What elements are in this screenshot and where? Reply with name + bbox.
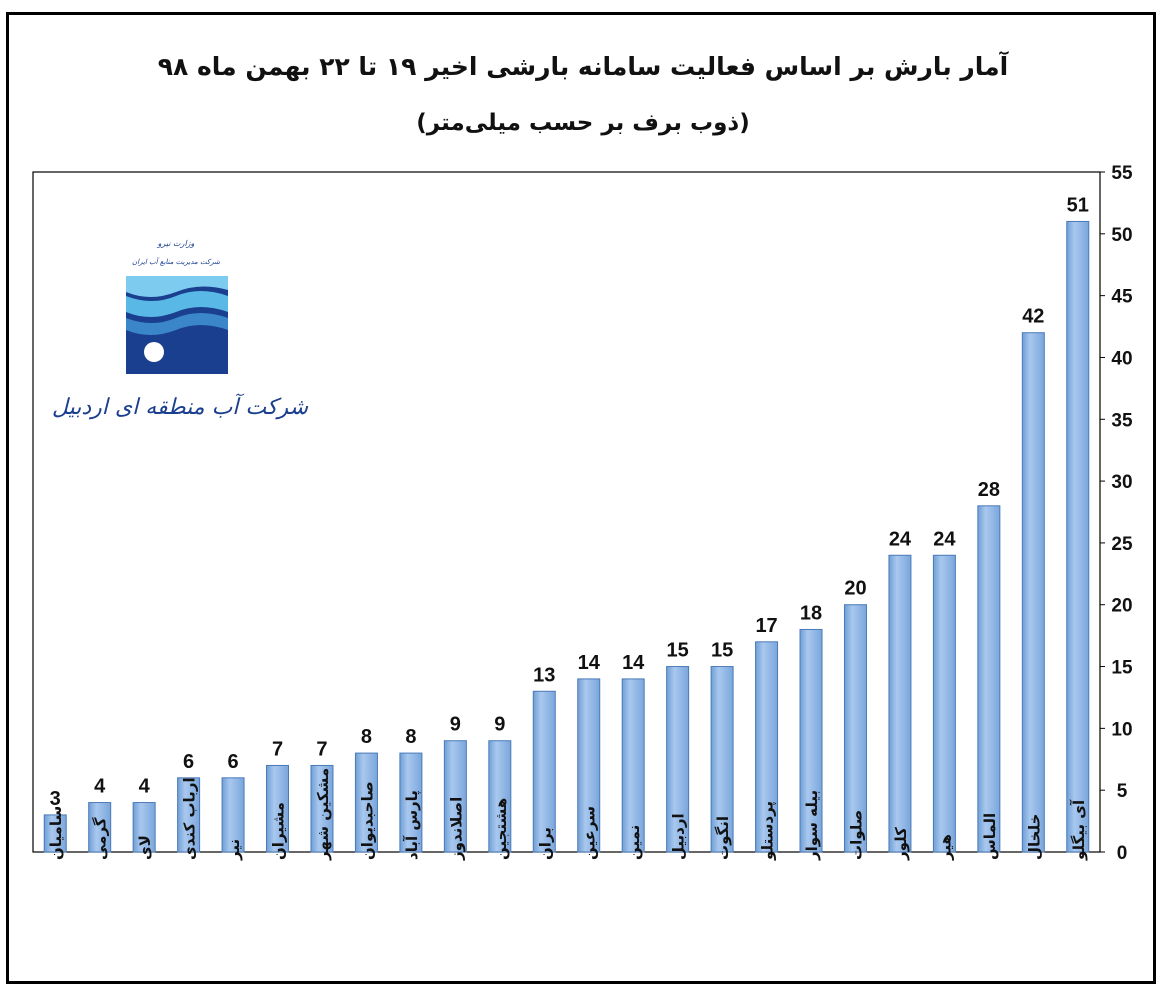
logo-small-text: شرکت مدیریت منابع آب ایران: [132, 257, 220, 266]
bar-9: [443, 740, 467, 853]
bar-2: [132, 802, 156, 853]
bar-18: [843, 604, 867, 853]
x-tick-label: هشتجین: [492, 798, 510, 860]
bar-value-label: 7: [272, 738, 283, 760]
bar-value-label: 4: [94, 776, 106, 798]
x-tick-label: صاحبدیوان: [358, 781, 376, 860]
y-tick-label: 20: [1111, 596, 1132, 617]
x-tick-label: هیر: [936, 834, 954, 861]
x-tick-label: بران: [536, 827, 554, 860]
bar-value-label: 9: [494, 714, 505, 736]
x-tick-label: الماس: [981, 813, 999, 860]
bar-16: [755, 641, 779, 853]
bar-value-label: 28: [978, 479, 1000, 501]
x-tick-label: پردستلو: [759, 801, 778, 861]
y-tick-label: 30: [1111, 472, 1132, 493]
x-tick-label: نمین: [625, 825, 643, 860]
logo-name: شرکت آب منطقه ای اردبیل: [52, 393, 309, 420]
bar-0: [43, 814, 67, 853]
x-tick-label: سرعین: [581, 806, 599, 860]
x-tick-label: بیله سوار: [803, 790, 821, 861]
bar-value-label: 8: [405, 726, 416, 748]
bar-value-label: 6: [228, 751, 239, 773]
wave-drop-logo-icon: [126, 276, 228, 374]
x-tick-label: اردبیل: [670, 813, 688, 860]
chart-title: آمار بارش بر اساس فعالیت سامانه بارشی اخ…: [157, 52, 1009, 81]
x-tick-label: لای: [136, 835, 154, 860]
plot-area: [32, 171, 1101, 853]
bar-value-label: 24: [933, 528, 956, 550]
bar-14: [666, 666, 690, 853]
bar-value-label: 4: [139, 776, 151, 798]
x-tick-label: انگوت: [714, 816, 732, 860]
bar-19: [888, 554, 912, 853]
bar-value-label: 6: [183, 751, 194, 773]
bar-value-label: 15: [711, 640, 733, 662]
bar-value-label: 3: [50, 788, 61, 810]
y-tick-label: 40: [1111, 348, 1132, 369]
bar-value-label: 8: [361, 726, 372, 748]
bar-15: [710, 666, 734, 853]
bar-10: [488, 740, 512, 853]
x-tick-label: سامیان: [47, 806, 65, 860]
bar-value-label: 7: [316, 738, 327, 760]
bar-12: [577, 678, 601, 853]
bar-value-label: 18: [800, 602, 822, 624]
y-tick-label: 0: [1117, 843, 1128, 864]
y-tick-label: 10: [1111, 719, 1132, 740]
x-tick-label: اصلاندوز: [447, 797, 465, 861]
bar-value-label: 9: [450, 714, 461, 736]
x-tick-label: مشیران: [270, 802, 288, 860]
bar-value-label: 24: [889, 528, 912, 550]
logo-small-text: وزارت نیرو: [157, 239, 195, 248]
logo: وزارت نیرو شرکت مدیریت منابع آب ایران شر…: [52, 239, 309, 420]
x-tick-label: پارس آباد: [403, 790, 422, 860]
y-tick-label: 50: [1111, 225, 1132, 246]
y-tick-label: 35: [1111, 410, 1133, 431]
bar-8: [399, 752, 423, 853]
bar-value-label: 13: [533, 664, 555, 686]
x-tick-label: کلور: [892, 827, 910, 861]
x-tick-label: نیر: [225, 839, 243, 861]
bar-11: [532, 690, 556, 853]
bar-13: [621, 678, 645, 853]
bar-value-label: 20: [844, 578, 866, 600]
bar-value-label: 15: [667, 640, 689, 662]
bar-17: [799, 628, 823, 853]
bar-value-label: 42: [1022, 306, 1044, 328]
x-tick-label: مشکین شهر: [314, 768, 332, 861]
bar-value-label: 14: [578, 652, 601, 674]
x-tick-label: صلوات: [847, 810, 865, 860]
x-tick-label: آی بیگلو: [1070, 799, 1088, 861]
bar-4: [221, 777, 245, 853]
bar-value-label: 17: [755, 615, 777, 637]
y-tick-label: 15: [1111, 658, 1133, 679]
bar-5: [266, 764, 290, 853]
x-tick-label: ارباب کندی: [181, 777, 199, 860]
bar-3: [177, 777, 201, 853]
bar-value-label: 14: [622, 652, 645, 674]
y-tick-label: 25: [1111, 534, 1133, 555]
bar-21: [977, 505, 1001, 853]
x-tick-label: خلخال: [1025, 814, 1043, 860]
x-tick-label: گرمی: [92, 817, 110, 860]
bar-value-label: 51: [1067, 194, 1089, 216]
bar-23: [1066, 220, 1090, 853]
bar-6: [310, 764, 334, 853]
y-tick-label: 55: [1111, 163, 1133, 184]
bar-1: [88, 802, 112, 853]
y-tick-label: 45: [1111, 287, 1133, 308]
bar-22: [1021, 332, 1045, 853]
y-tick-label: 5: [1117, 781, 1128, 802]
bar-20: [932, 554, 956, 853]
chart-subtitle: (ذوب برف بر حسب میلی‌متر): [416, 110, 750, 136]
bar-7: [354, 752, 378, 853]
